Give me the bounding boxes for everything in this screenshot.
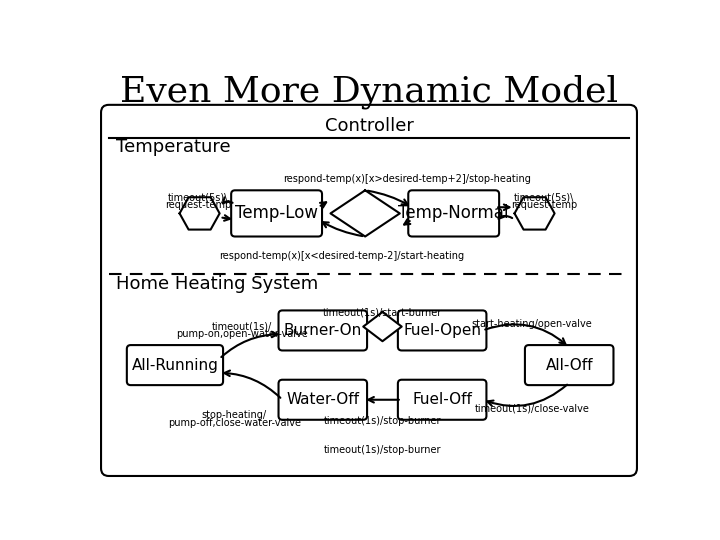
Polygon shape [330, 190, 400, 237]
Text: Home Heating System: Home Heating System [117, 275, 319, 293]
FancyBboxPatch shape [279, 310, 367, 350]
FancyBboxPatch shape [408, 190, 499, 237]
Text: timeout(1s)/: timeout(1s)/ [212, 322, 272, 332]
Text: All-Off: All-Off [546, 357, 593, 373]
FancyBboxPatch shape [101, 105, 637, 476]
Text: Burner-On: Burner-On [284, 323, 362, 338]
Text: Temperature: Temperature [117, 138, 231, 156]
Text: stop-heating/: stop-heating/ [202, 410, 267, 420]
Text: timeout(1s)/close-valve: timeout(1s)/close-valve [474, 404, 590, 414]
Text: Water-Off: Water-Off [287, 392, 359, 407]
Polygon shape [363, 312, 402, 341]
Text: respond-temp(x)[x>desired-temp+2]/stop-heating: respond-temp(x)[x>desired-temp+2]/stop-h… [284, 174, 531, 184]
Text: start-heating/open-valve: start-heating/open-valve [472, 319, 593, 329]
Polygon shape [515, 197, 554, 230]
FancyBboxPatch shape [279, 380, 367, 420]
Text: Temp-Low: Temp-Low [235, 205, 318, 222]
Text: request-temp: request-temp [510, 200, 577, 210]
Text: timeout(1s)/stop-burner: timeout(1s)/stop-burner [324, 416, 441, 426]
FancyBboxPatch shape [398, 310, 487, 350]
Text: request-temp: request-temp [165, 200, 231, 210]
FancyBboxPatch shape [231, 190, 322, 237]
Text: Fuel-Open: Fuel-Open [403, 323, 481, 338]
Text: timeout(1s)/start-burner: timeout(1s)/start-burner [323, 308, 442, 318]
Text: Temp-Normal: Temp-Normal [398, 205, 509, 222]
FancyBboxPatch shape [127, 345, 223, 385]
Text: timeout(5s)\: timeout(5s)\ [513, 192, 574, 202]
Text: pump-on,open-water-valve: pump-on,open-water-valve [176, 329, 308, 339]
Text: Controller: Controller [325, 117, 413, 136]
Text: All-Running: All-Running [132, 357, 218, 373]
Text: Fuel-Off: Fuel-Off [413, 392, 472, 407]
FancyBboxPatch shape [398, 380, 487, 420]
Text: respond-temp(x)[x<desired-temp-2]/start-heating: respond-temp(x)[x<desired-temp-2]/start-… [220, 251, 464, 261]
Text: timeout(5s)\: timeout(5s)\ [168, 192, 228, 202]
FancyBboxPatch shape [525, 345, 613, 385]
Text: Even More Dynamic Model: Even More Dynamic Model [120, 75, 618, 109]
Polygon shape [179, 197, 220, 230]
Text: timeout(1s)/stop-burner: timeout(1s)/stop-burner [324, 445, 441, 455]
Text: pump-off,close-water-valve: pump-off,close-water-valve [168, 418, 301, 428]
